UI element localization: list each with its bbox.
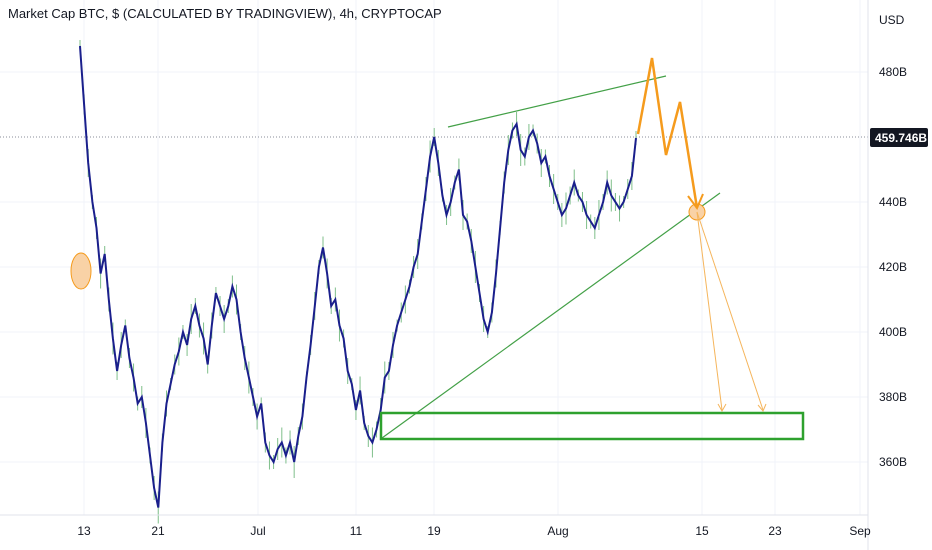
time-tick-label: Jul xyxy=(250,524,265,538)
time-tick-label: 21 xyxy=(151,524,165,538)
projection-arrowhead xyxy=(687,193,704,210)
time-tick-label: Sep xyxy=(849,524,871,538)
price-axis[interactable]: 480B 440B 420B 400B 380B 360B xyxy=(879,65,907,469)
price-tick-label: 360B xyxy=(879,455,907,469)
time-tick-label: 11 xyxy=(350,524,363,538)
time-tick-label: 15 xyxy=(695,524,709,538)
last-price-tag: 459.746B xyxy=(870,128,928,147)
lower-trendline xyxy=(381,192,721,439)
time-tick-label: 19 xyxy=(427,524,441,538)
target-arrow-2 xyxy=(696,211,764,411)
time-tick-label: 13 xyxy=(77,524,91,538)
price-tick-label: 420B xyxy=(879,260,907,274)
target-arrowhead-2 xyxy=(757,403,767,412)
price-tick-label: 400B xyxy=(879,325,907,339)
target-arrowhead-1 xyxy=(717,403,727,413)
time-axis[interactable]: 13 21 Jul 11 19 Aug 15 23 Sep xyxy=(77,524,871,538)
last-price-value: 459.746B xyxy=(875,131,927,145)
price-series-line xyxy=(79,45,637,508)
projection-zigzag xyxy=(636,57,699,209)
price-tick-label: 440B xyxy=(879,195,907,209)
price-axis-unit: USD xyxy=(879,13,905,27)
target-arrow-1 xyxy=(696,211,723,411)
price-wicks xyxy=(79,40,637,524)
price-tick-label: 380B xyxy=(879,390,907,404)
target-zone-box[interactable] xyxy=(379,411,805,441)
highlight-circle-left xyxy=(70,252,92,290)
time-tick-label: Aug xyxy=(547,524,568,538)
chart-title: Market Cap BTC, $ (CALCULATED BY TRADING… xyxy=(8,6,442,21)
time-tick-label: 23 xyxy=(768,524,782,538)
price-tick-label: 480B xyxy=(879,65,907,79)
grid xyxy=(0,0,868,515)
upper-trendline xyxy=(447,75,667,128)
